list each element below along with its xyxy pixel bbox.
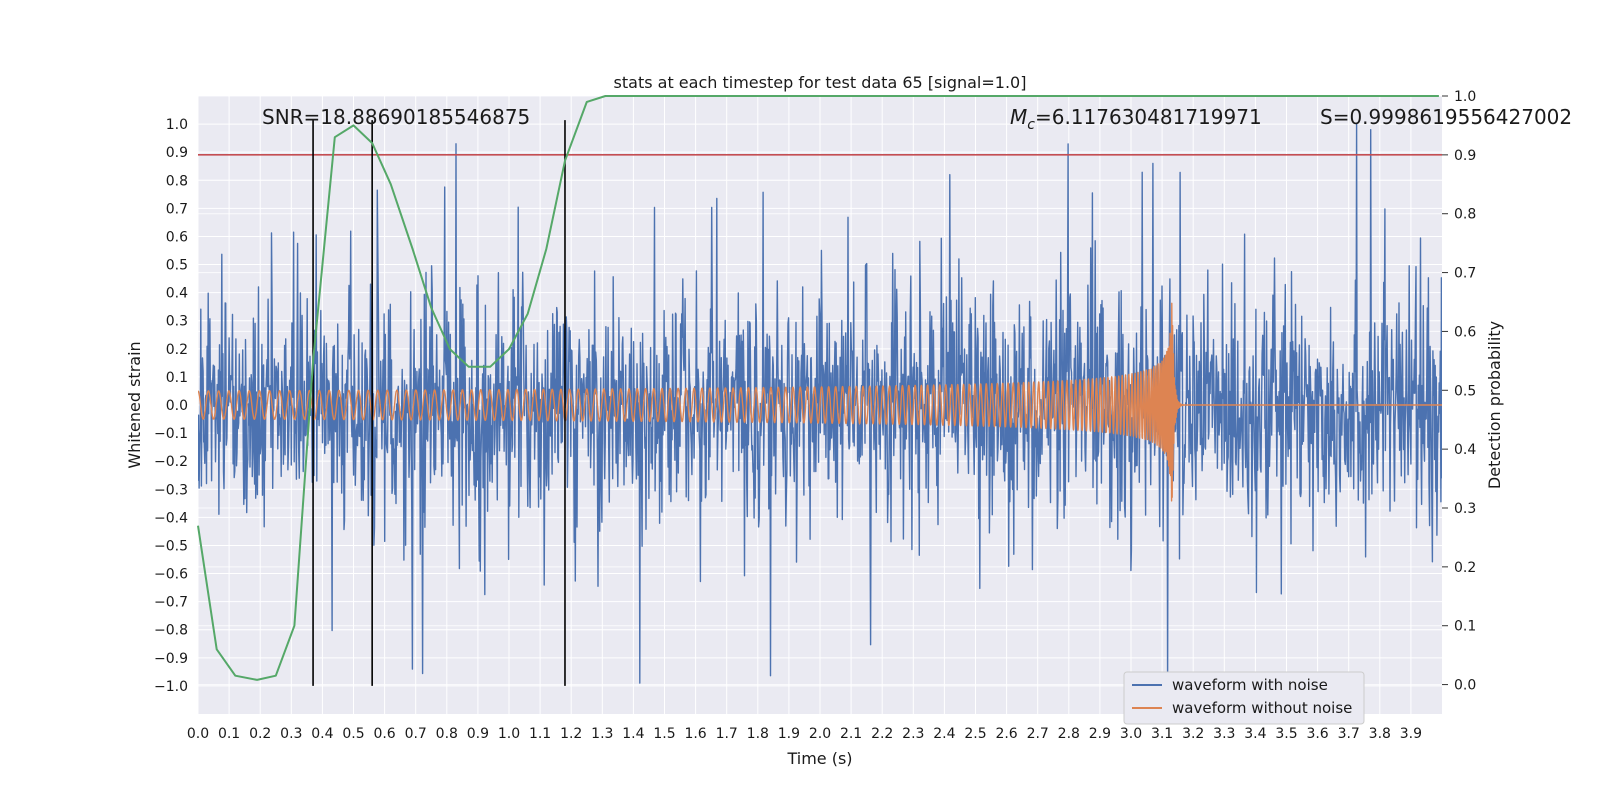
x-tick-label: 1.5 (653, 726, 675, 742)
x-tick-label: 0.6 (373, 726, 395, 742)
x-tick-label: 1.2 (560, 726, 582, 742)
overlay-layer (197, 95, 1442, 686)
y-tick-label: 0.8 (166, 173, 188, 189)
y-tick-label: −0.9 (154, 651, 188, 667)
x-tick-label: 1.4 (622, 726, 644, 742)
y-tick-label: 0.6 (166, 229, 188, 245)
x-tick-label: 1.8 (747, 726, 769, 742)
x-tick-label: 2.3 (902, 726, 924, 742)
x-tick-label: 1.1 (529, 726, 551, 742)
x-tick-label: 3.7 (1338, 726, 1360, 742)
y2-tick-label: 0.3 (1454, 501, 1476, 517)
y-axis-label: Whitened strain (125, 341, 144, 468)
y-tick-label: −0.4 (154, 510, 188, 526)
x-tick-label: 1.3 (591, 726, 613, 742)
x-tick-label: 1.7 (716, 726, 738, 742)
x-tick-label: 0.4 (311, 726, 333, 742)
x-tick-label: 0.9 (467, 726, 489, 742)
y-tick-label: 0.3 (166, 314, 188, 330)
y-tick-label: 0.7 (166, 201, 188, 217)
y-tick-label: −0.2 (154, 454, 188, 470)
y-tick-label: 0.9 (166, 145, 188, 161)
x-tick-label: 3.4 (1244, 726, 1266, 742)
x-tick-label: 1.6 (684, 726, 706, 742)
y2-tick-label: 0.6 (1454, 324, 1476, 340)
legend-entry-noisy: waveform with noise (1172, 676, 1328, 694)
y-tick-label: 0.1 (166, 370, 188, 386)
y-tick-label: 0.0 (166, 398, 188, 414)
series-layer (198, 123, 1442, 687)
x-tick-label: 0.2 (249, 726, 271, 742)
x-tick-label: 1.0 (498, 726, 520, 742)
x-axis-label: Time (s) (786, 749, 852, 768)
y-tick-label: −0.3 (154, 482, 188, 498)
x-tick-label: 2.1 (840, 726, 862, 742)
y2-tick-label: 0.7 (1454, 266, 1476, 282)
chart-title: stats at each timestep for test data 65 … (614, 73, 1027, 92)
x-tick-label: 0.0 (187, 726, 209, 742)
x-tick-label: 2.0 (809, 726, 831, 742)
snr-annotation: SNR=18.88690185546875 (262, 105, 530, 129)
x-tick-label: 3.3 (1213, 726, 1235, 742)
y-tick-label: 1.0 (166, 117, 188, 133)
chirp-mass-symbol: M (1010, 105, 1027, 129)
x-tick-label: 3.9 (1400, 726, 1422, 742)
chirp-mass-value: =6.117630481719971 (1035, 105, 1262, 129)
y2-tick-label: 0.5 (1454, 383, 1476, 399)
x-tick-label: 0.1 (218, 726, 240, 742)
x-tick-label: 1.9 (778, 726, 800, 742)
y2-tick-label: 0.9 (1454, 148, 1476, 164)
legend: waveform with noise waveform without noi… (1123, 671, 1365, 725)
chirp-mass-subscript: c (1027, 117, 1035, 133)
y2-tick-label: 0.2 (1454, 560, 1476, 576)
y2-tick-label: 0.4 (1454, 442, 1476, 458)
y2-tick-label: 0.0 (1454, 678, 1476, 694)
y-tick-label: −0.6 (154, 567, 188, 583)
x-tick-label: 2.5 (964, 726, 986, 742)
y2-tick-label: 0.8 (1454, 207, 1476, 223)
y-tick-label: −1.0 (154, 679, 188, 695)
x-tick-label: 2.6 (995, 726, 1017, 742)
x-tick-label: 3.0 (1120, 726, 1142, 742)
y-tick-label: 0.2 (166, 342, 188, 358)
x-tick-label: 3.2 (1182, 726, 1204, 742)
x-tick-label: 3.8 (1369, 726, 1391, 742)
x-tick-label: 2.2 (871, 726, 893, 742)
y2-axis-label: Detection probability (1485, 321, 1504, 489)
y2-tick-label: 0.1 (1454, 619, 1476, 635)
x-axis-ticks: 0.0 0.1 0.2 0.3 0.4 0.5 0.6 0.7 0.8 0.9 1.0 1.1 1.2 1… (187, 726, 1422, 742)
x-tick-label: 0.7 (405, 726, 427, 742)
y2-tick-label: 1.0 (1454, 89, 1476, 105)
x-tick-label: 3.6 (1306, 726, 1328, 742)
y-tick-label: 0.5 (166, 258, 188, 274)
score-annotation: S=0.9998619556427002 (1320, 105, 1572, 129)
y2-axis-ticks: 0.0 0.1 0.2 0.3 0.4 0.5 0.6 0.7 0.8 0.9 1.0 (1442, 89, 1476, 694)
x-tick-label: 3.5 (1275, 726, 1297, 742)
y-tick-label: −0.5 (154, 538, 188, 554)
y-tick-label: −0.1 (154, 426, 188, 442)
y-tick-label: −0.8 (154, 623, 188, 639)
x-tick-label: 2.4 (933, 726, 955, 742)
x-tick-label: 0.3 (280, 726, 302, 742)
series-waveform-with-noise (198, 123, 1442, 687)
y-tick-label: 0.4 (166, 286, 188, 302)
y-axis-ticks: 1.0 0.9 0.8 0.7 0.6 0.5 0.4 0.3 0.2 0.1 0.0 −0.1 −0.… (154, 117, 188, 695)
x-tick-label: 3.1 (1151, 726, 1173, 742)
x-tick-label: 0.8 (436, 726, 458, 742)
series-waveform-without-noise (198, 302, 1442, 502)
x-tick-label: 2.9 (1089, 726, 1111, 742)
legend-entry-clean: waveform without noise (1172, 699, 1352, 717)
x-tick-label: 2.7 (1027, 726, 1049, 742)
legend-box (1123, 671, 1365, 725)
series-detection-probability (197, 95, 1439, 681)
x-tick-label: 2.8 (1058, 726, 1080, 742)
chirp-mass-annotation: Mc=6.117630481719971 (1010, 105, 1262, 133)
x-tick-label: 0.5 (342, 726, 364, 742)
y-tick-label: −0.7 (154, 595, 188, 611)
